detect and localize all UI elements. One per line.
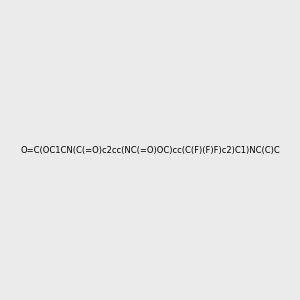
Text: O=C(OC1CN(C(=O)c2cc(NC(=O)OC)cc(C(F)(F)F)c2)C1)NC(C)C: O=C(OC1CN(C(=O)c2cc(NC(=O)OC)cc(C(F)(F)F… — [20, 146, 280, 154]
